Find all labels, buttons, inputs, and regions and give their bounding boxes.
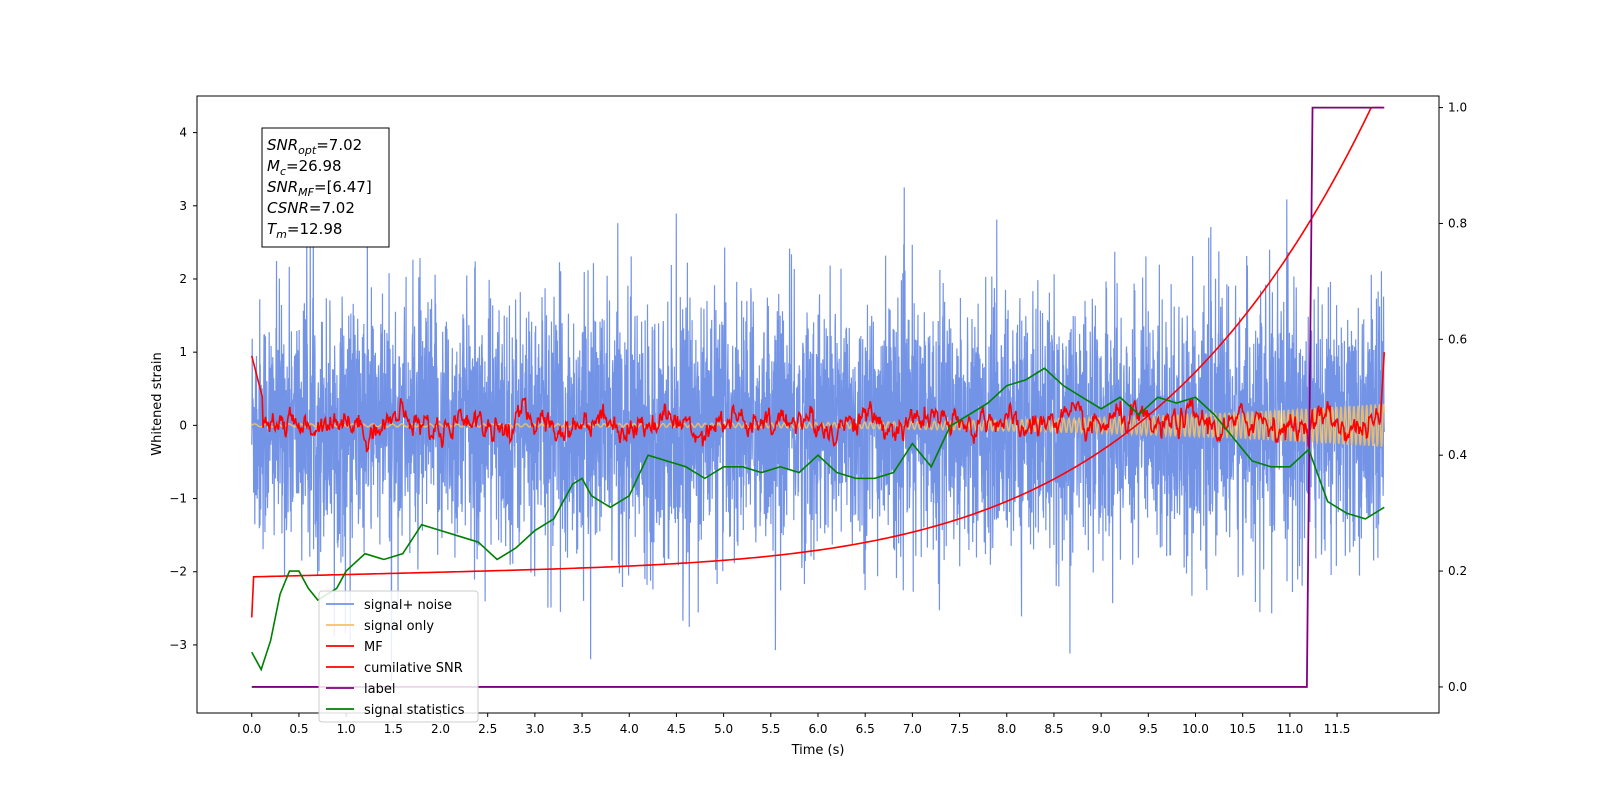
y-tick-label: −3: [169, 638, 187, 652]
x-axis-label: Time (s): [791, 743, 845, 758]
x-tick-label: 8.0: [997, 722, 1016, 736]
x-tick-label: 3.5: [573, 722, 592, 736]
x-tick-label: 9.0: [1092, 722, 1111, 736]
x-tick-label: 4.5: [667, 722, 686, 736]
x-tick-label: 2.0: [431, 722, 450, 736]
y-tick-label: 0: [179, 418, 187, 432]
x-tick-label: 6.0: [808, 722, 827, 736]
annotation-line: Tm=12.98: [267, 220, 342, 241]
legend-label: signal statistics: [364, 703, 465, 718]
y2-tick-label: 1.0: [1448, 101, 1467, 115]
series-label: [251, 106, 1385, 688]
x-tick-label: 7.5: [950, 722, 969, 736]
annotation-line: Mc=26.98: [267, 157, 342, 178]
y-tick-label: 2: [179, 272, 187, 286]
annotation-line: SNRMF=[6.47]: [267, 178, 372, 199]
legend-frame: [318, 590, 479, 723]
x-tick-label: 4.0: [620, 722, 639, 736]
x-tick-label: 0.5: [289, 722, 308, 736]
x-tick-label: 3.0: [525, 722, 544, 736]
x-tick-label: 5.0: [714, 722, 733, 736]
legend-label: cumilative SNR: [364, 661, 463, 676]
x-tick-label: 9.5: [1139, 722, 1158, 736]
series-layer: [250, 106, 1386, 688]
y-axis-label: Whitened strain: [150, 352, 165, 455]
y2-tick-label: 0.0: [1448, 680, 1467, 694]
x-axis: 0.0 0.5 1.0 1.5 2.0 2.5 3.0 3.5 4.0 4.5 5.0 5.5 6.0 6…: [242, 713, 1350, 736]
annotation-box: SNRopt=7.02Mc=26.98SNRMF=[6.47]CSNR=7.02…: [261, 127, 390, 248]
y-tick-label: 1: [179, 345, 187, 359]
y2-tick-label: 0.8: [1448, 216, 1467, 230]
annotation-line: SNRopt=7.02: [267, 136, 362, 157]
legend-label: signal+ noise: [364, 598, 452, 613]
x-tick-label: 6.5: [856, 722, 875, 736]
annotation-line: CSNR=7.02: [267, 199, 355, 217]
series-signal-statistics: [251, 367, 1385, 672]
x-tick-label: 11.0: [1277, 722, 1304, 736]
plot-content: [250, 106, 1386, 688]
annotation-frame: [261, 127, 390, 248]
y2-tick-label: 0.6: [1448, 332, 1467, 346]
x-tick-label: 10.5: [1229, 722, 1256, 736]
x-tick-label: 2.5: [478, 722, 497, 736]
y-axis-left: −3 −2 −1 0 1 2 3 4: [169, 126, 197, 652]
y-tick-label: 3: [179, 199, 187, 213]
legend: signal+ noise signal only MF cumilative SNR…: [318, 590, 479, 723]
x-tick-label: 11.5: [1324, 722, 1351, 736]
legend-label: label: [364, 682, 395, 697]
x-tick-label: 1.0: [337, 722, 356, 736]
x-tick-label: 10.0: [1182, 722, 1209, 736]
x-tick-label: 5.5: [761, 722, 780, 736]
x-tick-label: 8.5: [1044, 722, 1063, 736]
x-tick-label: 1.5: [384, 722, 403, 736]
y-tick-label: −2: [169, 565, 187, 579]
y-axis-right: 0.0 0.2 0.4 0.6 0.8 1.0: [1439, 101, 1467, 694]
series-mf: [250, 352, 1386, 453]
y-tick-label: 4: [179, 126, 187, 140]
y2-tick-label: 0.4: [1448, 448, 1467, 462]
series-cumulative-snr: [250, 106, 1383, 618]
series-signal-plus-noise: [251, 187, 1385, 682]
y2-tick-label: 0.2: [1448, 564, 1467, 578]
x-tick-label: 7.0: [903, 722, 922, 736]
legend-label: MF: [364, 640, 383, 655]
legend-label: signal only: [364, 619, 434, 634]
x-tick-label: 0.0: [242, 722, 261, 736]
y-tick-label: −1: [169, 492, 187, 506]
